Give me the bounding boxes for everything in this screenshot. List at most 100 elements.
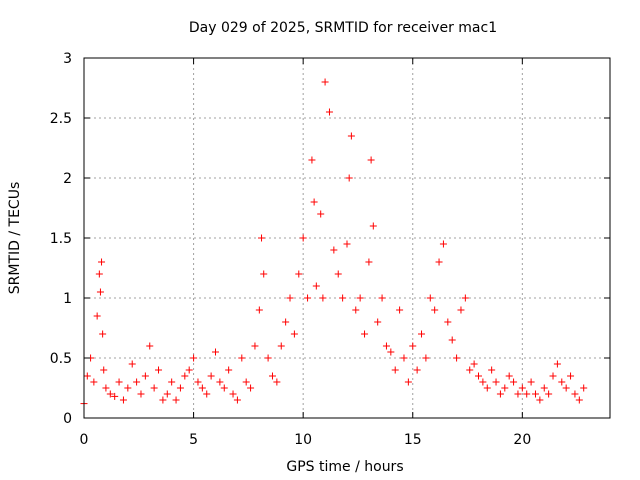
data-point — [286, 294, 294, 302]
data-point — [295, 270, 303, 278]
data-point — [418, 330, 426, 338]
data-point — [216, 378, 224, 386]
data-point — [207, 372, 215, 380]
data-point — [99, 330, 107, 338]
data-point — [310, 198, 318, 206]
data-point — [194, 378, 202, 386]
x-tick-label: 15 — [404, 432, 422, 448]
data-point — [356, 294, 364, 302]
data-point — [391, 366, 399, 374]
data-point — [575, 396, 583, 404]
x-tick-label: 0 — [80, 432, 89, 448]
data-point — [83, 372, 91, 380]
data-point — [198, 384, 206, 392]
data-point — [479, 378, 487, 386]
data-point — [501, 384, 509, 392]
y-tick-label: 1 — [63, 291, 72, 307]
data-point — [319, 294, 327, 302]
data-point — [422, 354, 430, 362]
data-point — [475, 372, 482, 380]
data-point — [137, 390, 145, 398]
data-point — [146, 342, 154, 350]
data-point — [115, 378, 123, 386]
data-point — [203, 390, 211, 398]
data-point — [343, 240, 351, 248]
data-point — [93, 312, 101, 320]
data-point — [400, 354, 408, 362]
data-point — [251, 342, 259, 350]
data-point — [549, 372, 557, 380]
data-point — [242, 378, 250, 386]
data-point — [308, 156, 316, 164]
data-point — [553, 360, 561, 368]
data-point — [365, 258, 373, 266]
data-point — [540, 384, 548, 392]
data-point — [220, 384, 228, 392]
data-point — [404, 378, 412, 386]
y-tick-label: 0.5 — [50, 351, 72, 367]
data-point — [273, 378, 281, 386]
data-point — [247, 384, 255, 392]
data-point — [334, 270, 342, 278]
y-tick-label: 1.5 — [50, 231, 72, 247]
data-point — [369, 222, 377, 230]
data-point — [100, 366, 108, 374]
data-point — [282, 318, 290, 326]
data-point — [181, 372, 189, 380]
x-tick-label: 10 — [294, 432, 312, 448]
data-point — [448, 336, 456, 344]
data-point — [483, 384, 491, 392]
data-point — [492, 378, 500, 386]
data-point — [523, 390, 531, 398]
data-point — [190, 354, 198, 362]
data-point — [159, 396, 167, 404]
data-point — [426, 294, 434, 302]
data-points — [80, 78, 588, 408]
data-point — [558, 378, 566, 386]
data-point — [95, 270, 103, 278]
data-point — [168, 378, 176, 386]
y-tick-label: 0 — [63, 411, 72, 427]
data-point — [361, 330, 369, 338]
data-point — [258, 234, 266, 242]
data-point — [96, 288, 104, 296]
data-point — [367, 156, 375, 164]
data-point — [268, 372, 276, 380]
data-point — [277, 342, 285, 350]
data-point — [510, 378, 518, 386]
data-point — [290, 330, 298, 338]
data-point — [317, 210, 325, 218]
data-point — [488, 366, 496, 374]
data-point — [111, 392, 119, 400]
data-point — [496, 390, 504, 398]
data-point — [176, 384, 184, 392]
data-point — [387, 348, 395, 356]
data-point — [580, 384, 588, 392]
data-point — [431, 306, 439, 314]
data-point — [518, 384, 526, 392]
data-point — [531, 390, 539, 398]
y-axis-label: SRMTID / TECUs — [7, 182, 23, 295]
data-point — [352, 306, 360, 314]
data-point — [124, 384, 132, 392]
data-point — [505, 372, 513, 380]
data-point — [90, 378, 98, 386]
data-point — [374, 318, 382, 326]
data-point — [457, 306, 465, 314]
data-point — [345, 174, 353, 182]
y-tick-label: 3 — [63, 51, 72, 67]
x-tick-label: 20 — [513, 432, 531, 448]
data-point — [453, 354, 461, 362]
data-point — [150, 384, 158, 392]
data-point — [330, 246, 338, 254]
y-tick-label: 2 — [63, 171, 72, 187]
data-point — [545, 390, 553, 398]
data-point — [396, 306, 404, 314]
data-point — [312, 282, 320, 290]
data-point — [106, 390, 114, 398]
data-point — [98, 258, 106, 266]
data-point — [378, 294, 386, 302]
data-point — [102, 384, 110, 392]
data-point — [325, 108, 333, 116]
